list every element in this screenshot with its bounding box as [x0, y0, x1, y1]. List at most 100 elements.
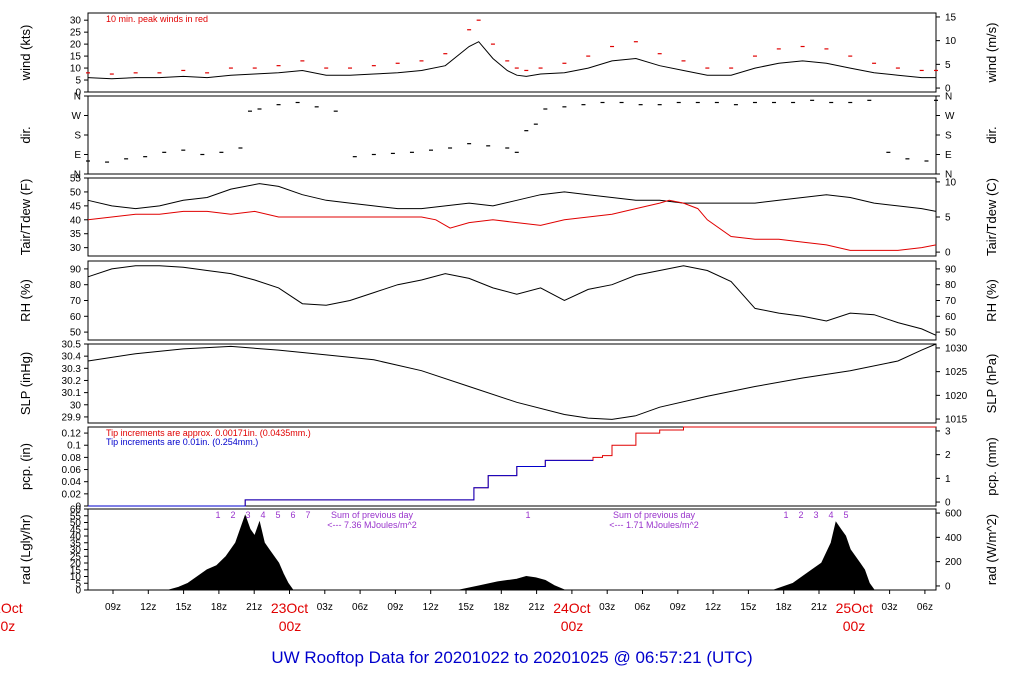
rad-hour-marker: 3	[813, 510, 818, 520]
rad-ytick-right-label: 200	[945, 557, 962, 568]
wind-ytick-label: 10	[70, 64, 82, 75]
pcp-ylabel-right: pcp. (mm)	[984, 437, 999, 496]
slp-ytick-label: 30.5	[62, 340, 82, 351]
xaxis-tick-label: 06z	[634, 602, 650, 613]
rh-ytick-right-label: 70	[945, 296, 957, 307]
dir-ytick-label: S	[74, 131, 81, 142]
temp-ytick-label: 30	[70, 243, 82, 254]
xaxis-day-sublabel: 00z	[0, 618, 15, 634]
pcp-ytick-right-label: 1	[945, 474, 951, 485]
temp-ytick-right-label: 10	[945, 177, 957, 188]
temp-panel-frame	[87, 177, 937, 257]
rad-ytick-label: 25	[70, 552, 82, 563]
rad-hour-marker: 5	[843, 510, 848, 520]
dir-ytick-right-label: N	[945, 170, 952, 181]
rh-ytick-right-label: 90	[945, 264, 957, 275]
temp-ytick-right-label: 0	[945, 248, 951, 259]
slp-ytick-label: 30.2	[62, 376, 82, 387]
rad-ylabel-right: rad (W/m^2)	[984, 514, 999, 585]
rad-ytick-label: 55	[70, 511, 82, 522]
rad-hour-marker: 1	[215, 510, 220, 520]
xaxis-tick-label: 03z	[882, 602, 898, 613]
xaxis-tick-label: 21z	[529, 602, 545, 613]
dir-ytick-right-label: W	[945, 111, 955, 122]
temp-ytick-label: 50	[70, 187, 82, 198]
xaxis-tick-label: 21z	[811, 602, 827, 613]
rh-ytick-label: 90	[70, 264, 82, 275]
pcp-ytick-label: 0.04	[62, 477, 82, 488]
xaxis-tick-label: 09z	[387, 602, 403, 613]
rh-ytick-label: 60	[70, 312, 82, 323]
wind-annotation: 10 min. peak winds in red	[106, 14, 208, 24]
temp-ytick-label: 55	[70, 174, 82, 185]
xaxis-tick-label: 15z	[176, 602, 192, 613]
rad-hour-marker: 4	[828, 510, 833, 520]
rad-ytick-label: 60	[70, 505, 82, 516]
rh-ylabel: RH (%)	[18, 279, 33, 322]
xaxis-tick-label: 12z	[705, 602, 721, 613]
rh-series-0-line	[87, 265, 937, 336]
dir-ytick-right-label: S	[945, 131, 952, 142]
temp-ytick-label: 45	[70, 201, 82, 212]
rad-ytick-label: 30	[70, 545, 82, 556]
rh-ytick-label: 50	[70, 328, 82, 339]
xaxis-tick-label: 15z	[740, 602, 756, 613]
rh-ytick-label: 70	[70, 296, 82, 307]
rad-hour-marker: 7	[305, 510, 310, 520]
xaxis-day-label: 22Oct	[0, 600, 23, 616]
rh-panel-frame	[87, 260, 937, 341]
pcp-annotation-red: Tip increments are approx. 0.00171in. (0…	[106, 428, 311, 438]
xaxis-day-sublabel: 00z	[843, 618, 866, 634]
rad-ytick-right-label: 400	[945, 533, 962, 544]
pcp-ylabel: pcp. (in)	[18, 443, 33, 490]
rad-daysum-2-line1: Sum of previous day	[613, 510, 696, 520]
wind-ylabel-right: wind (m/s)	[984, 23, 999, 84]
dir-ylabel: dir.	[18, 126, 33, 143]
xaxis-day-label: 24Oct	[553, 600, 590, 616]
pcp-annotation-blue: Tip increments are 0.01in. (0.254mm.)	[106, 437, 258, 447]
wind-ytick-label: 25	[70, 28, 82, 39]
pcp-panel-frame	[87, 426, 937, 507]
rad-ytick-label: 5	[75, 579, 81, 590]
rad-hour-marker: 1	[525, 510, 530, 520]
rad-daysum-2-line2: <--- 1.71 MJoules/m^2	[609, 520, 699, 530]
rad-daysum-1-line2: <--- 7.36 MJoules/m^2	[327, 520, 417, 530]
temp-series-1-line	[87, 199, 937, 251]
rh-ytick-right-label: 50	[945, 328, 957, 339]
rad-hour-marker: 1	[783, 510, 788, 520]
temp-ytick-label: 40	[70, 215, 82, 226]
xaxis-tick-label: 06z	[352, 602, 368, 613]
slp-ytick-label: 30.3	[62, 364, 82, 375]
xaxis-tick-label: 21z	[246, 602, 262, 613]
slp-series-0-line	[87, 343, 937, 420]
pcp-ytick-right-label: 3	[945, 426, 951, 437]
xaxis-day-label: 23Oct	[271, 600, 308, 616]
pcp-ytick-right-label: 0	[945, 498, 951, 509]
rad-hour-marker: 3	[245, 510, 250, 520]
wind-ytick-label: 20	[70, 40, 82, 51]
xaxis-day-sublabel: 00z	[279, 618, 302, 634]
xaxis-tick-label: 12z	[423, 602, 439, 613]
rad-ytick-label: 10	[70, 572, 82, 583]
slp-ytick-right-label: 1015	[945, 415, 968, 426]
xaxis-tick-label: 18z	[211, 602, 227, 613]
rad-series-0-area	[168, 514, 876, 591]
temp-ylabel-right: Tair/Tdew (C)	[984, 178, 999, 256]
wind-ytick-label: 30	[70, 16, 82, 27]
slp-ytick-label: 29.9	[62, 412, 82, 423]
slp-ylabel-right: SLP (hPa)	[984, 354, 999, 414]
temp-ytick-label: 35	[70, 229, 82, 240]
wind-ytick-label: 0	[75, 88, 81, 99]
dir-ytick-label: E	[74, 150, 81, 161]
xaxis-tick-label: 09z	[105, 602, 121, 613]
pcp-ytick-label: 0.02	[62, 489, 82, 500]
xaxis-tick-label: 18z	[776, 602, 792, 613]
xaxis-tick-label: 12z	[140, 602, 156, 613]
rh-ytick-label: 80	[70, 280, 82, 291]
slp-ytick-label: 30	[70, 400, 82, 411]
rad-hour-marker: 4	[260, 510, 265, 520]
dir-ytick-label: N	[74, 92, 81, 103]
wind-ytick-label: 15	[70, 52, 82, 63]
dir-ytick-label: W	[72, 111, 82, 122]
